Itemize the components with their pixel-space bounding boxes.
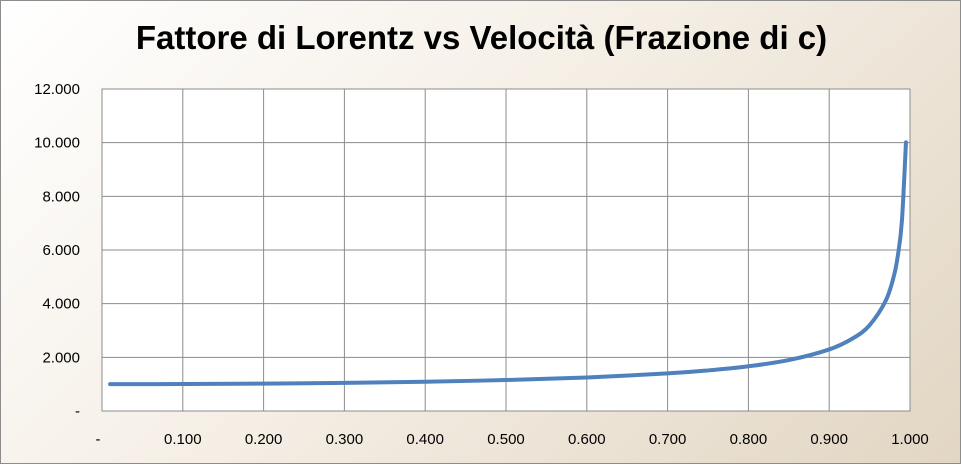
x-tick-label: 0.900	[810, 431, 848, 448]
y-tick-label: 4.000	[42, 296, 80, 313]
y-tick-label: 10.000	[34, 135, 80, 152]
x-tick-label: 0.800	[730, 431, 768, 448]
grid-lines	[102, 88, 911, 411]
x-tick-label: 0.200	[245, 431, 283, 448]
tick-labels: - 2.000 4.000 6.000 8.000 10.000 12.000 - 0.100 0…	[34, 81, 929, 448]
chart-title: Fattore di Lorentz vs Velocità (Frazione…	[135, 19, 828, 56]
y-tick-label: 8.000	[42, 188, 80, 205]
y-tick-label: 12.000	[34, 81, 80, 98]
y-tick-label: -	[75, 403, 80, 420]
y-tick-label: 6.000	[42, 242, 80, 259]
x-tick-label: 0.500	[487, 431, 525, 448]
x-tick-label: 0.700	[649, 431, 687, 448]
x-tick-label: 0.300	[326, 431, 364, 448]
y-tick-label: 2.000	[42, 349, 80, 366]
x-tick-label: 1.000	[891, 431, 929, 448]
series-layer	[108, 140, 908, 387]
x-tick-label: 0.400	[406, 431, 444, 448]
x-tick-label: -	[96, 431, 101, 448]
x-tick-label: 0.100	[164, 431, 202, 448]
series-line	[108, 140, 908, 387]
x-tick-label: 0.600	[568, 431, 606, 448]
